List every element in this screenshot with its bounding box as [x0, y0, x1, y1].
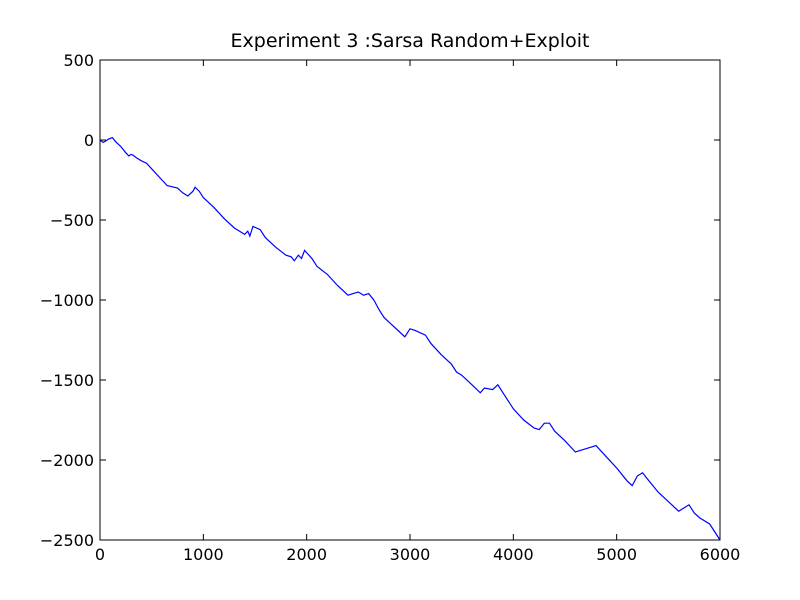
y-tick-label: 500 — [63, 51, 94, 70]
x-tick-label: 5000 — [596, 545, 637, 564]
y-tick-label: −1500 — [40, 371, 94, 390]
x-tick-label: 4000 — [493, 545, 534, 564]
y-tick-label: −500 — [50, 211, 94, 230]
data-line — [99, 136, 721, 541]
x-tick-label: 0 — [95, 545, 105, 564]
x-tick-label: 1000 — [183, 545, 224, 564]
plot-frame — [99, 59, 721, 541]
y-tick-label: −2500 — [40, 531, 94, 550]
x-tick-label: 3000 — [390, 545, 431, 564]
y-tick-label: 0 — [84, 131, 94, 150]
y-tick-label: −2000 — [40, 451, 94, 470]
chart-title: Experiment 3 :Sarsa Random+Exploit — [231, 30, 590, 52]
x-tick-label: 2000 — [286, 545, 327, 564]
y-tick-label: −1000 — [40, 291, 94, 310]
x-tick-label: 6000 — [700, 545, 741, 564]
